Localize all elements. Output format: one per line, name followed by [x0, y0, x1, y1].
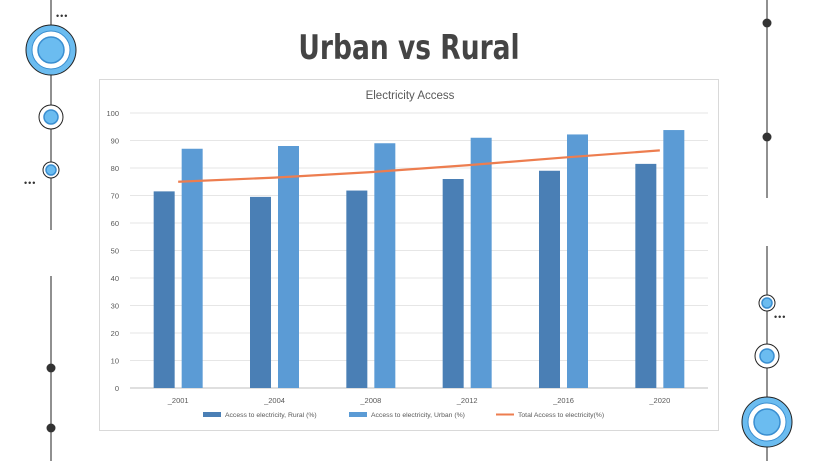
legend-label: Access to electricity, Rural (%) — [225, 412, 317, 419]
bar-rural — [442, 179, 464, 388]
large-ring-icon — [741, 396, 793, 448]
bar-urban — [181, 148, 203, 388]
y-tick-label: 90 — [111, 137, 119, 146]
y-tick-label: 50 — [111, 247, 119, 256]
decor-dot — [762, 18, 772, 28]
bar-urban — [470, 137, 492, 388]
y-tick-label: 30 — [111, 302, 119, 311]
y-tick-label: 40 — [111, 274, 119, 283]
legend-item: Access to electricity, Rural (%) — [203, 412, 317, 419]
chart-title: Electricity Access — [366, 90, 455, 102]
y-tick-label: 70 — [111, 192, 119, 201]
y-tick-label: 80 — [111, 164, 119, 173]
large-ring-icon — [25, 24, 77, 76]
total-access-line — [178, 149, 660, 183]
x-tick-label: _2001 — [167, 396, 189, 405]
bar-rural — [153, 191, 175, 388]
y-tick-label: 60 — [111, 219, 119, 228]
bar-urban — [374, 143, 396, 388]
legend-item: Total Access to electricity(%) — [496, 412, 604, 419]
x-tick-label: _2012 — [456, 396, 478, 405]
ring-node-icon — [42, 161, 60, 179]
x-tick-label: _2020 — [648, 396, 670, 405]
legend-label: Access to electricity, Urban (%) — [371, 412, 465, 419]
ellipsis-dots: ••• — [24, 178, 36, 188]
y-tick-label: 10 — [111, 357, 119, 366]
chart-container: Electricity Access 0 10 20 30 40 50 60 70 80 90 100… — [99, 79, 719, 431]
legend-swatch — [349, 412, 367, 417]
y-tick-label: 100 — [106, 109, 119, 118]
y-tick-label: 0 — [115, 384, 119, 393]
ring-node-icon — [38, 104, 64, 130]
ellipsis-dots: ••• — [774, 312, 786, 322]
x-tick-label: _2016 — [552, 396, 574, 405]
legend-label: Total Access to electricity(%) — [518, 412, 604, 419]
y-tick-label: 20 — [111, 329, 119, 338]
bar-urban — [567, 134, 588, 388]
slide-title: Urban vs Rural — [298, 28, 520, 68]
bar-rural — [250, 196, 271, 388]
x-tick-label: _2008 — [359, 396, 381, 405]
legend-swatch — [203, 412, 221, 417]
decor-dot — [46, 363, 56, 373]
decor-dot — [46, 423, 56, 433]
x-tick-label: _2004 — [263, 396, 285, 405]
bar-urban — [663, 130, 685, 389]
bar-urban — [278, 146, 299, 388]
legend-item: Access to electricity, Urban (%) — [349, 412, 465, 419]
bar-rural — [635, 163, 657, 388]
decor-dot — [762, 132, 772, 142]
bar-rural — [539, 170, 560, 388]
ellipsis-dots: ••• — [56, 11, 68, 21]
electricity-access-chart: Electricity Access 0 10 20 30 40 50 60 70 80 90 100… — [106, 90, 708, 419]
ring-node-icon — [754, 343, 780, 369]
bar-rural — [346, 190, 368, 388]
ring-node-icon — [758, 294, 776, 312]
